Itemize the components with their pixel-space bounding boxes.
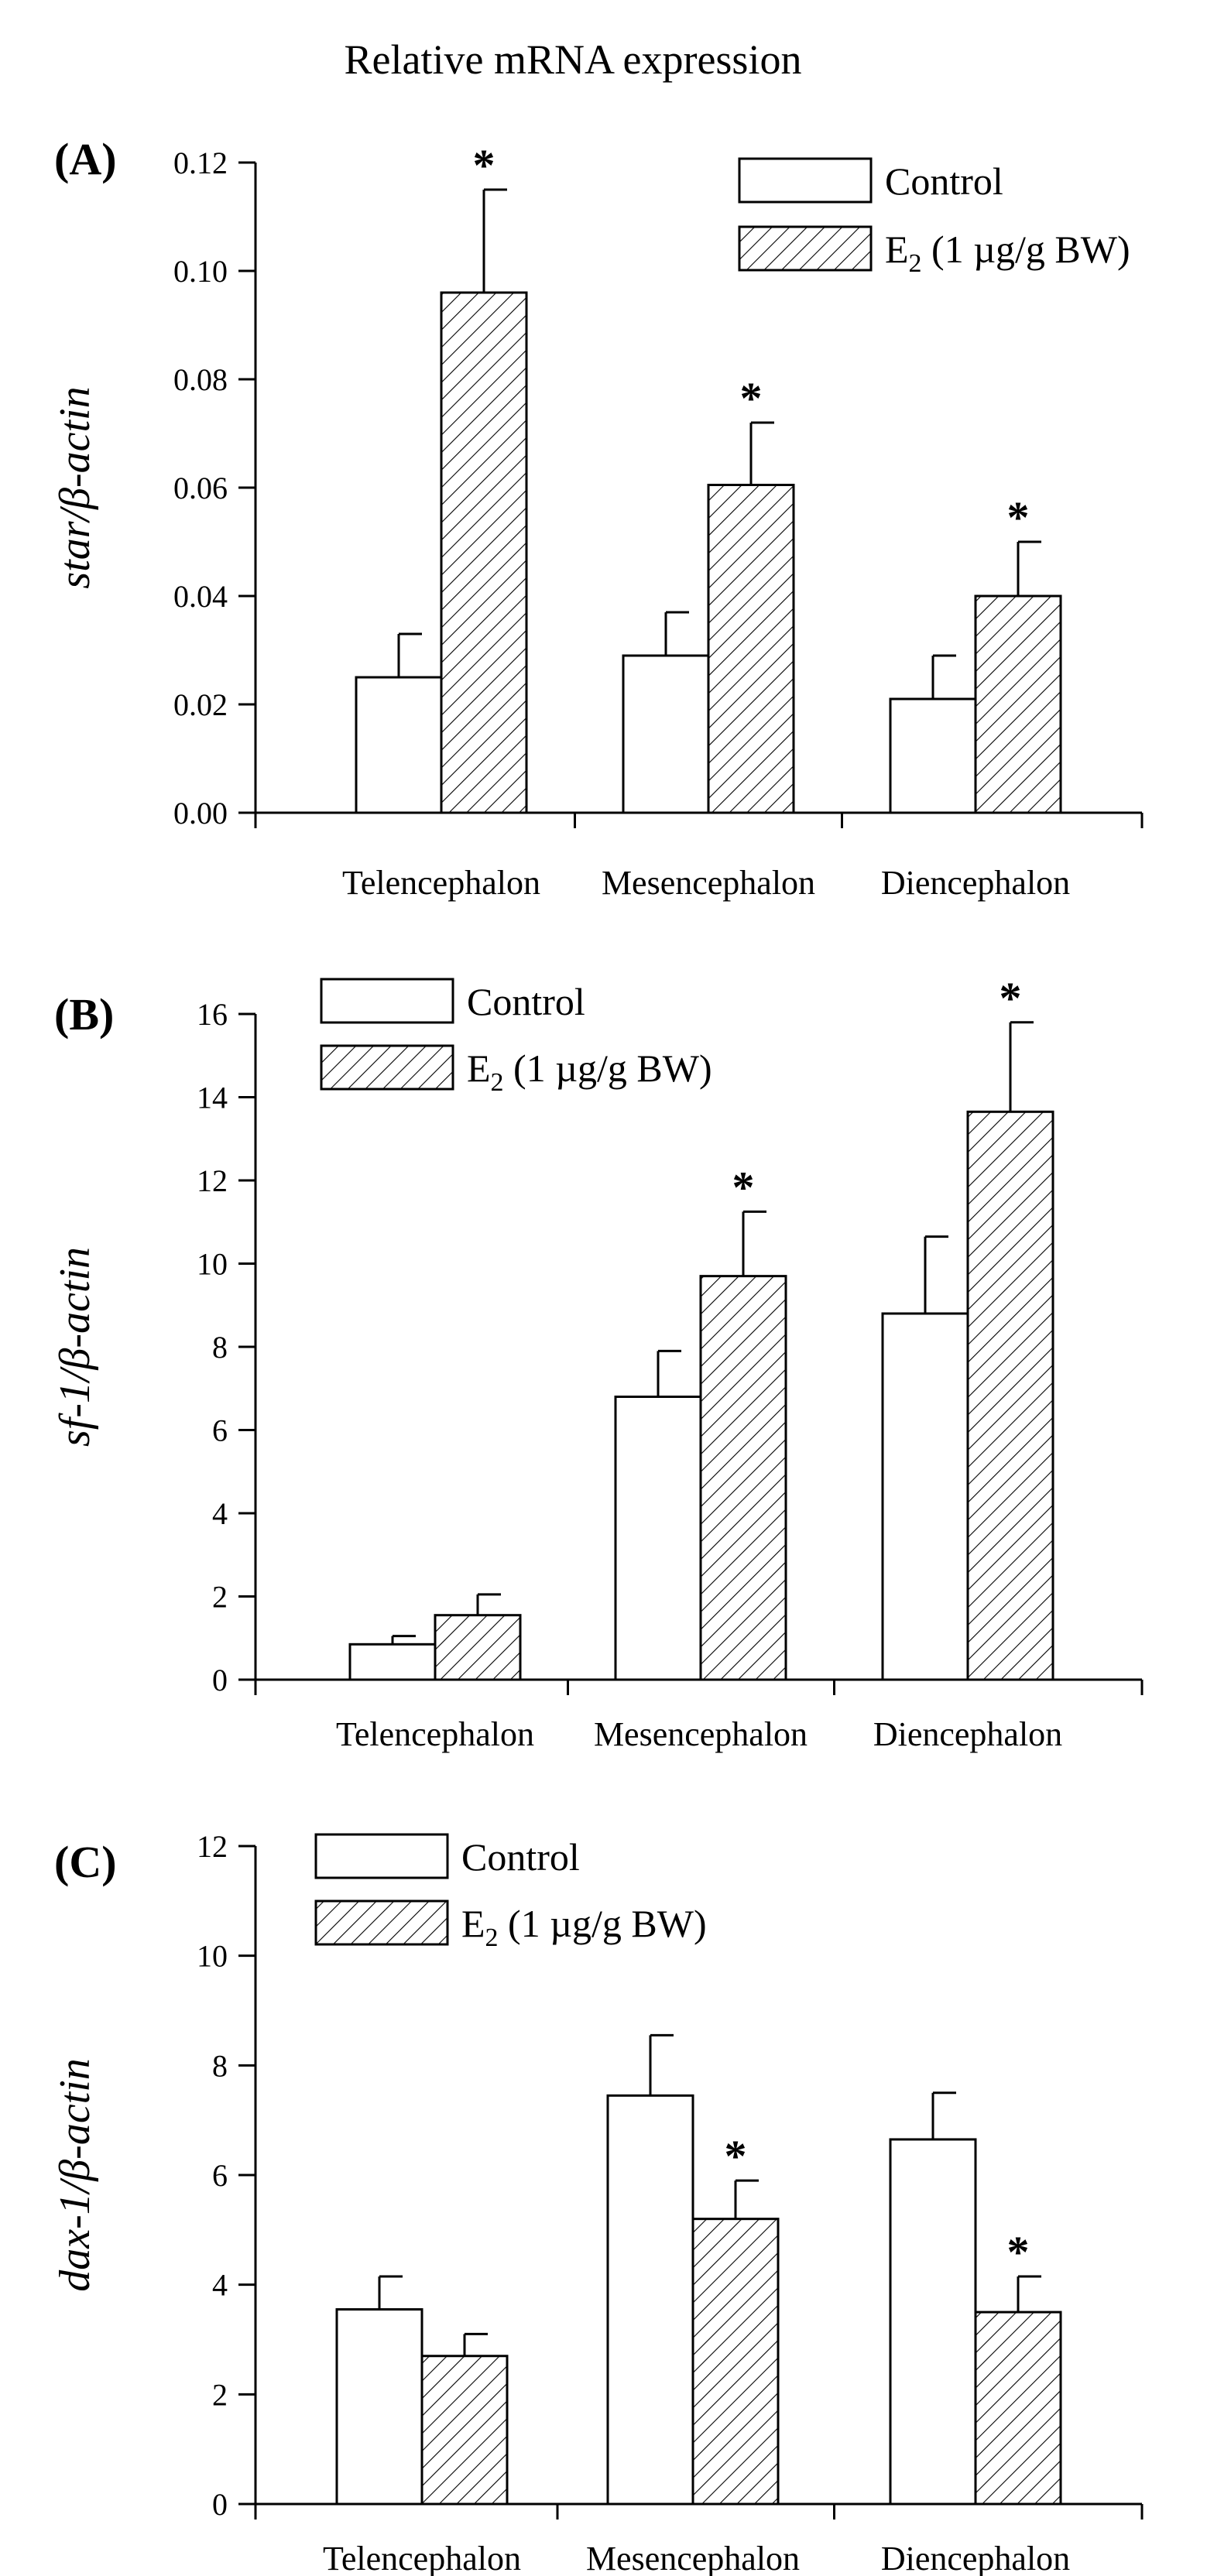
significance-marker: * <box>740 373 763 423</box>
legend-e2-dose: (1 µg/g BW) <box>922 228 1130 271</box>
significance-marker: * <box>732 1162 755 1212</box>
category-label-mesencephalon: Mesencephalon <box>602 864 815 902</box>
legend-e2-subscript: 2 <box>491 1068 504 1097</box>
legend-label-control: Control <box>467 980 585 1023</box>
bar-control-diencephalon <box>889 697 977 814</box>
legend-label-control: Control <box>461 1835 580 1879</box>
bar-control-mesencephalon <box>622 654 710 814</box>
legend-e2-subscript: 2 <box>485 1923 499 1952</box>
legend-e2-dose: (1 µg/g BW) <box>499 1902 707 1945</box>
y-tick-label: 0.04 <box>173 579 228 614</box>
bar-e2-mesencephalon <box>699 1275 787 1681</box>
legend-swatch-control <box>314 1833 449 1879</box>
category-label-diencephalon: Diencephalon <box>873 1715 1062 1753</box>
category-label-telencephalon: Telencephalon <box>336 1715 534 1753</box>
bar-control-telencephalon <box>355 676 443 814</box>
bar-control-mesencephalon <box>606 2094 694 2506</box>
y-tick-label: 16 <box>197 997 228 1032</box>
bar-control-diencephalon <box>881 1312 969 1681</box>
y-tick-label: 8 <box>212 1330 228 1365</box>
bar-e2-diencephalon <box>974 594 1062 814</box>
bar-e2-telencephalon <box>434 1614 522 1681</box>
y-tick-label: 12 <box>197 1829 228 1864</box>
legend-e2-dose: (1 µg/g BW) <box>504 1046 712 1090</box>
legend: Control E2 (1 µg/g BW) <box>314 1833 707 1952</box>
legend-swatch-control <box>738 157 873 204</box>
significance-marker: * <box>1007 492 1030 543</box>
y-tick-label: 4 <box>212 1496 228 1531</box>
legend-e2-letter: E <box>885 228 909 271</box>
category-label-mesencephalon: Mesencephalon <box>586 2540 800 2576</box>
bar-e2-telencephalon <box>440 291 528 814</box>
y-tick-label: 6 <box>212 1413 228 1448</box>
y-tick-label: 0.06 <box>173 471 228 505</box>
legend-e2-letter: E <box>467 1046 491 1090</box>
y-axis-label: star/β-actin <box>51 386 99 588</box>
legend-swatch-e2 <box>320 1044 454 1091</box>
legend-label-e2: E2 (1 µg/g BW) <box>461 1902 707 1952</box>
chart-panel-3: 0 2 4 6 8 10 12 Telencephalon * Mesencephalon * Die… <box>51 1829 1144 2576</box>
significance-marker: * <box>1000 973 1022 1023</box>
y-axis-label: dax-1/β-actin <box>51 2058 99 2292</box>
chart-panel-1: 0.00 0.02 0.04 0.06 0.08 0.10 0.12 * Telencephal… <box>51 134 1144 902</box>
significance-marker: * <box>725 2131 747 2181</box>
figure-title: Relative mRNA expression <box>345 36 802 83</box>
significance-marker: * <box>1007 2227 1030 2277</box>
category-label-telencephalon: Telencephalon <box>342 864 540 902</box>
legend-label-e2: E2 (1 µg/g BW) <box>467 1046 712 1097</box>
bar-e2-telencephalon <box>420 2355 509 2506</box>
y-tick-label: 8 <box>212 2048 228 2083</box>
y-tick-label: 6 <box>212 2158 228 2193</box>
chart-panel-2: 0 2 4 6 8 10 12 14 16 Telencephalon * Mesencephalon… <box>51 973 1144 1753</box>
y-tick-label: 4 <box>212 2268 228 2303</box>
panels: 0.00 0.02 0.04 0.06 0.08 0.10 0.12 * Telencephal… <box>51 134 1144 2576</box>
bar-control-telencephalon <box>348 1643 437 1681</box>
y-tick-label: 0.02 <box>173 687 228 722</box>
legend-label-control: Control <box>885 159 1003 203</box>
y-tick-label: 2 <box>212 2377 228 2412</box>
category-label-telencephalon: Telencephalon <box>323 2540 521 2576</box>
legend-swatch-e2 <box>738 225 873 272</box>
y-tick-label: 10 <box>197 1247 228 1282</box>
y-tick-label: 10 <box>197 1939 228 1974</box>
category-label-mesencephalon: Mesencephalon <box>594 1715 808 1753</box>
bar-control-telencephalon <box>335 2308 423 2506</box>
y-tick-label: 0 <box>212 2487 228 2522</box>
bar-e2-mesencephalon <box>707 484 795 814</box>
category-label-diencephalon: Diencephalon <box>881 864 1070 902</box>
y-tick-label: 0.08 <box>173 362 228 397</box>
bar-control-diencephalon <box>889 2138 977 2506</box>
category-label-diencephalon: Diencephalon <box>881 2540 1070 2576</box>
bar-control-mesencephalon <box>614 1396 702 1681</box>
y-tick-label: 0.10 <box>173 254 228 289</box>
legend-e2-letter: E <box>461 1902 485 1945</box>
y-tick-label: 0 <box>212 1663 228 1697</box>
bar-e2-mesencephalon <box>691 2218 780 2506</box>
y-tick-label: 0.12 <box>173 146 228 180</box>
legend-label-e2: E2 (1 µg/g BW) <box>885 228 1130 278</box>
y-axis-label: sf-1/β-actin <box>51 1247 99 1447</box>
y-tick-label: 2 <box>212 1580 228 1615</box>
panel-label: (A) <box>54 134 117 184</box>
legend-swatch-control <box>320 978 454 1024</box>
y-tick-label: 0.00 <box>173 796 228 831</box>
legend-e2-subscript: 2 <box>909 249 922 278</box>
legend: Control E2 (1 µg/g BW) <box>738 157 1130 278</box>
bar-e2-diencephalon <box>966 1110 1054 1681</box>
legend: Control E2 (1 µg/g BW) <box>320 978 712 1097</box>
bar-e2-diencephalon <box>974 2311 1062 2506</box>
y-tick-label: 12 <box>197 1163 228 1198</box>
panel-label: (B) <box>54 989 114 1040</box>
panel-label: (C) <box>54 1837 117 1887</box>
y-tick-label: 14 <box>197 1081 228 1115</box>
significance-marker: * <box>473 140 495 190</box>
legend-swatch-e2 <box>314 1899 449 1946</box>
